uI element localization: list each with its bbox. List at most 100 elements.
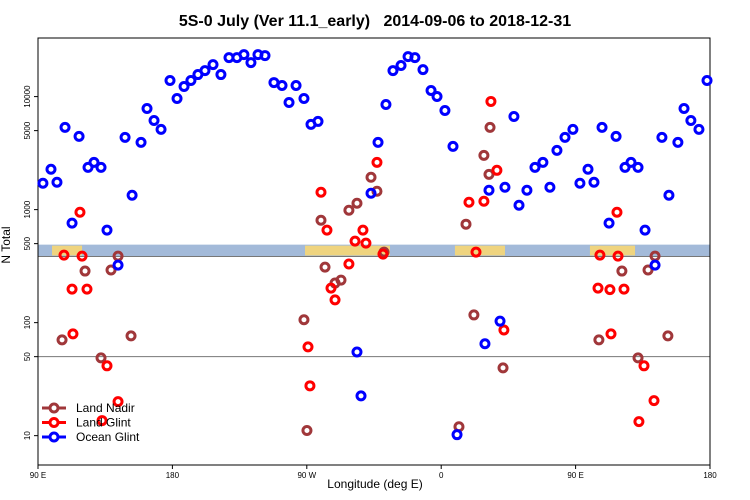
point (409, 52, 421, 64)
land-region (305, 245, 390, 256)
point (112, 396, 124, 408)
point (207, 59, 219, 71)
point (594, 249, 606, 261)
point (479, 338, 491, 350)
point (59, 121, 71, 133)
point (164, 75, 176, 87)
point (155, 123, 167, 135)
y-tick-label: 10 (23, 431, 32, 440)
point (351, 197, 363, 209)
point (355, 390, 367, 402)
point (610, 130, 622, 142)
point (135, 136, 147, 148)
point (685, 114, 697, 126)
point (105, 264, 117, 276)
point (371, 156, 383, 168)
point (365, 187, 377, 199)
land-region (589, 245, 636, 256)
point (625, 156, 637, 168)
point (483, 184, 495, 196)
point (365, 171, 377, 183)
point (439, 104, 451, 116)
point (478, 149, 490, 161)
x-tick-label: 90 E (30, 471, 46, 480)
point (112, 259, 124, 271)
point (611, 206, 623, 218)
point (321, 224, 333, 236)
point (497, 362, 509, 374)
point (95, 161, 107, 173)
point (215, 69, 227, 81)
point (593, 334, 605, 346)
y-tick-label: 1000 (23, 200, 32, 218)
point (372, 136, 384, 148)
point (95, 352, 107, 364)
point (377, 248, 389, 260)
point (343, 258, 355, 270)
point (88, 156, 100, 168)
point (447, 140, 459, 152)
point (649, 259, 661, 271)
point (648, 395, 660, 407)
point (656, 131, 668, 143)
point (315, 186, 327, 198)
plot-frame (37, 37, 711, 466)
point (335, 274, 347, 286)
x-tick-label: 90 W (297, 471, 316, 480)
point (574, 177, 586, 189)
y-tick-label: 50 (23, 352, 32, 361)
point (616, 265, 628, 277)
point (431, 91, 443, 103)
point (141, 102, 153, 114)
point (245, 57, 257, 69)
point (351, 346, 363, 358)
point (478, 195, 490, 207)
point (301, 425, 313, 437)
point (119, 131, 131, 143)
point (672, 136, 684, 148)
point (632, 161, 644, 173)
x-tick-label: 90 E (567, 471, 583, 480)
point (171, 93, 183, 105)
point (357, 224, 369, 236)
point (460, 218, 472, 230)
y-tick-label: 10000 (23, 85, 32, 108)
point (45, 163, 57, 175)
point (633, 416, 645, 428)
point (485, 95, 497, 107)
point (51, 176, 63, 188)
point (470, 246, 482, 258)
point (678, 102, 690, 114)
point (484, 121, 496, 133)
point (74, 206, 86, 218)
point (283, 96, 295, 108)
y-tick-label: 500 (23, 236, 32, 250)
point (662, 330, 674, 342)
point (451, 429, 463, 441)
point (596, 121, 608, 133)
point (551, 144, 563, 156)
point (276, 80, 288, 92)
point (582, 163, 594, 175)
point (79, 265, 91, 277)
point (259, 50, 271, 62)
point (425, 85, 437, 97)
x-tick-label: 0 (439, 471, 444, 480)
point (298, 93, 310, 105)
legend-marker (48, 417, 60, 428)
point (417, 64, 429, 76)
point (642, 264, 654, 276)
point (56, 334, 68, 346)
point (491, 164, 503, 176)
point (76, 250, 88, 262)
x-axis-label: Longitude (deg E) (327, 477, 422, 491)
point (588, 176, 600, 188)
point (148, 114, 160, 126)
point (604, 284, 616, 296)
point (592, 282, 604, 294)
point (304, 380, 316, 392)
point (513, 199, 525, 211)
point (494, 315, 506, 327)
point (521, 184, 533, 196)
